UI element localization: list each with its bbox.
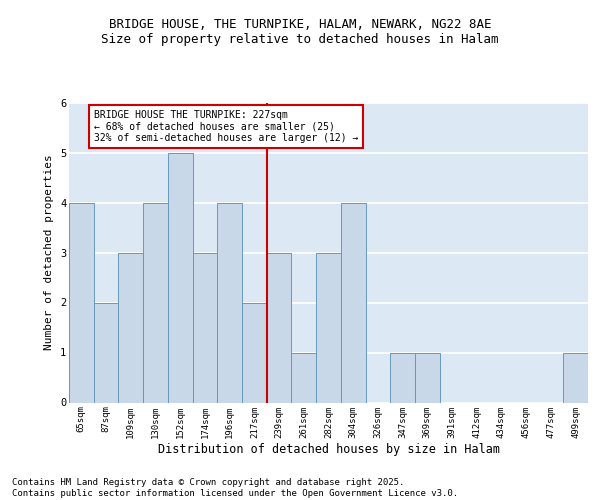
X-axis label: Distribution of detached houses by size in Halam: Distribution of detached houses by size … xyxy=(157,443,499,456)
Text: BRIDGE HOUSE THE TURNPIKE: 227sqm
← 68% of detached houses are smaller (25)
32% : BRIDGE HOUSE THE TURNPIKE: 227sqm ← 68% … xyxy=(94,110,358,143)
Bar xyxy=(193,252,217,402)
Bar xyxy=(563,352,588,403)
Y-axis label: Number of detached properties: Number of detached properties xyxy=(44,154,55,350)
Bar xyxy=(168,152,193,402)
Bar xyxy=(316,252,341,402)
Text: Size of property relative to detached houses in Halam: Size of property relative to detached ho… xyxy=(101,32,499,46)
Bar xyxy=(292,352,316,403)
Bar xyxy=(217,202,242,402)
Text: Contains HM Land Registry data © Crown copyright and database right 2025.
Contai: Contains HM Land Registry data © Crown c… xyxy=(12,478,458,498)
Bar xyxy=(69,202,94,402)
Bar xyxy=(143,202,168,402)
Bar xyxy=(267,252,292,402)
Bar xyxy=(415,352,440,403)
Bar xyxy=(390,352,415,403)
Bar xyxy=(341,202,365,402)
Text: BRIDGE HOUSE, THE TURNPIKE, HALAM, NEWARK, NG22 8AE: BRIDGE HOUSE, THE TURNPIKE, HALAM, NEWAR… xyxy=(109,18,491,30)
Bar xyxy=(94,302,118,402)
Bar xyxy=(118,252,143,402)
Bar xyxy=(242,302,267,402)
